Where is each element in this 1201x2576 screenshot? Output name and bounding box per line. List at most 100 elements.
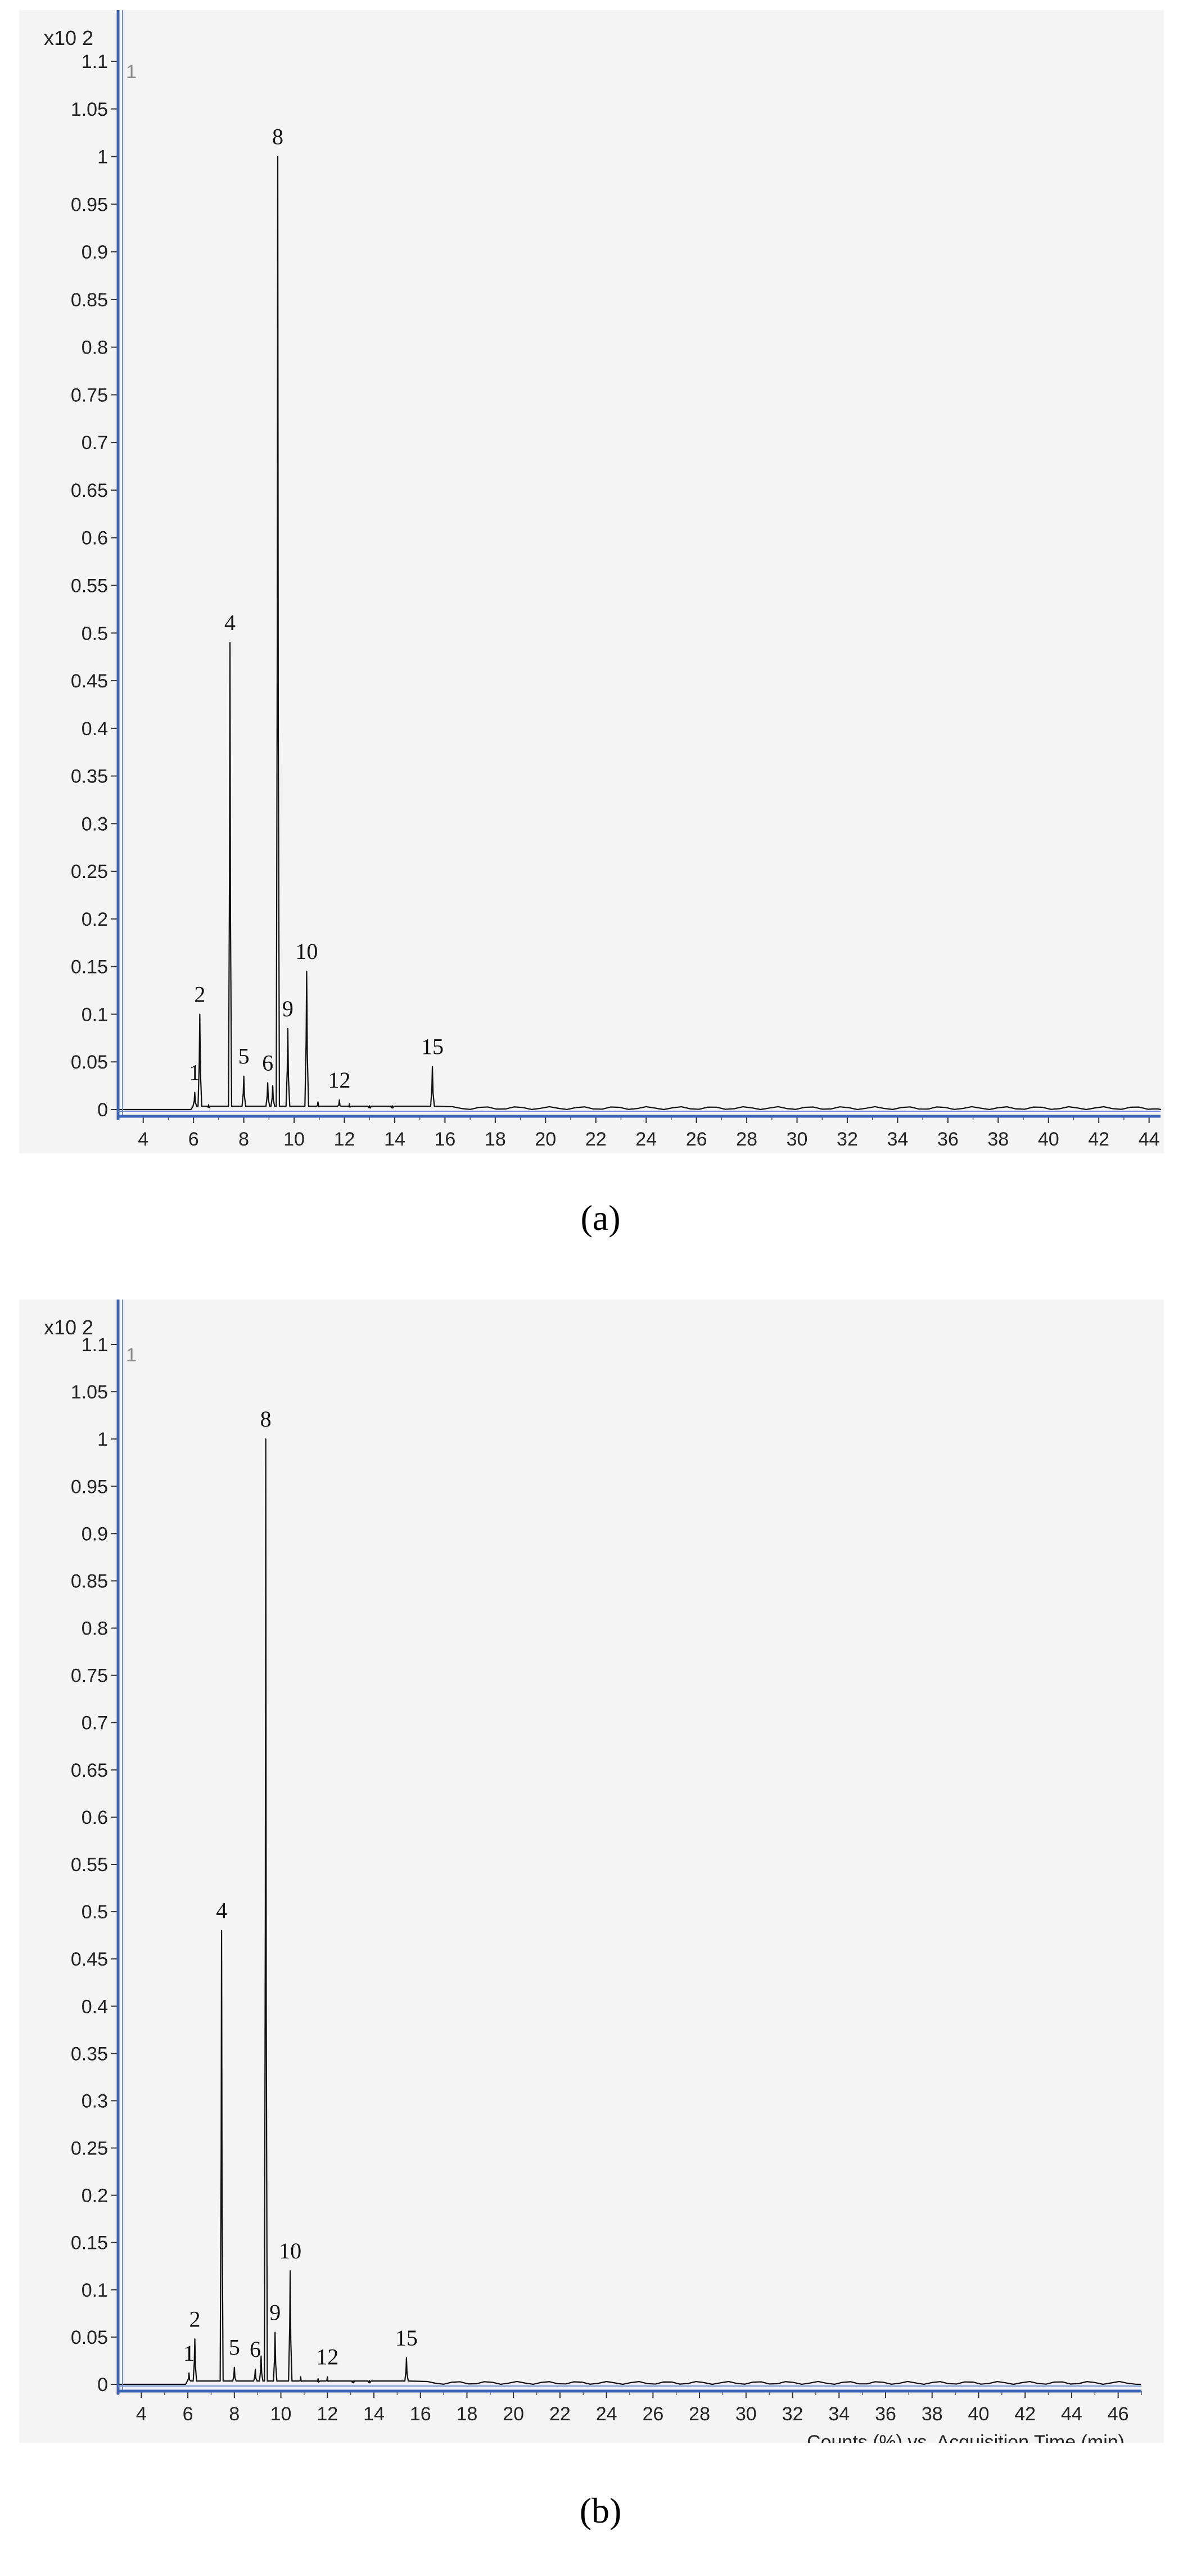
x-tick-label: 42 [1014,2403,1036,2425]
peak-label-8: 8 [260,1406,272,1432]
x-tick-label: 26 [642,2403,663,2425]
x-tick-label: 12 [317,2403,338,2425]
chromatogram-panel-b: 0 0.05 0.1 0.15 0.2 0.25 0.3 0.35 0.4 0.45 0.5 0.55… [19,1300,1164,2443]
x-tick-label: 38 [922,2403,943,2425]
peak-label-5: 5 [229,2335,240,2360]
y-tick-label: 0.05 [71,1052,108,1073]
y-tick-label: 0.55 [71,1854,108,1876]
y-tick-label: 0.15 [71,2233,108,2254]
peak-label-15: 15 [421,1034,444,1060]
peak-label-15: 15 [395,2325,418,2351]
y-tick-label: 0.05 [71,2327,108,2348]
y-tick-label: 0.6 [82,1807,108,1828]
peak-label-4: 4 [224,610,236,635]
x-tick-label: 20 [503,2403,524,2425]
y-tick-label: 0.85 [71,289,108,311]
x-tick-label: 40 [1038,1129,1059,1150]
peak-label-12: 12 [316,2344,338,2370]
chromatogram-a: 0 0.05 0.1 0.15 0.2 0.25 0.3 0.35 0.4 0.45 0.5 0.55… [44,10,1162,1150]
y-tick-label: 0.75 [71,1665,108,1687]
peak-label-9: 9 [282,996,294,1021]
x-tick-label: 36 [937,1129,959,1150]
x-tick-label: 22 [585,1129,607,1150]
x-tick-label: 14 [363,2403,385,2425]
y-tick-label: 0.35 [71,766,108,787]
x-tick-label: 34 [828,2403,850,2425]
y-tick-label: 0 [97,2374,108,2396]
y-tick-label: 1 [97,1429,108,1450]
x-tick-label: 44 [1061,2403,1082,2425]
caption-a: (a) [580,1198,621,1238]
peak-label-2: 2 [189,2306,201,2331]
x-tick-label: 6 [188,1129,199,1150]
x-tick-label: 34 [887,1129,908,1150]
x-tick-label: 10 [270,2403,292,2425]
x-tick-label: 24 [635,1129,657,1150]
x-tick-label: 20 [535,1129,556,1150]
y-tick-label: 0.95 [71,1476,108,1497]
y-tick-label: 0 [97,1099,108,1121]
y-tick-label: 0.95 [71,194,108,215]
y-tick-label: 0.2 [82,909,108,930]
chromatogram-panel-a: 0 0.05 0.1 0.15 0.2 0.25 0.3 0.35 0.4 0.45 0.5 0.55… [19,10,1164,1153]
x-tick-label: 30 [735,2403,757,2425]
y-tick-label: 0.25 [71,861,108,882]
y-tick-label: 0.2 [82,2185,108,2207]
y-tick-label: 0.3 [82,2090,108,2112]
chromatogram-trace [119,156,1162,1111]
x-tick-label: 4 [136,2403,147,2425]
y-tick-label: 0.15 [71,957,108,978]
y-tick-label: 0.9 [82,242,108,263]
y-tick-label: 1.05 [71,99,108,120]
y-tick-label: 1.05 [71,1382,108,1403]
y-tick-label: 0.1 [82,1004,108,1025]
y-tick-label: 0.4 [82,718,108,740]
chromatogram-trace [119,1438,1141,2385]
x-tick-label: 10 [283,1129,305,1150]
x-tick-label: 36 [875,2403,896,2425]
x-tick-label: 8 [238,1129,249,1150]
x-tick-label: 32 [782,2403,803,2425]
y-tick-label: 0.3 [82,813,108,835]
x-tick-label: 28 [736,1129,757,1150]
y-tick-label: 0.1 [82,2280,108,2301]
y-tick-label: 0.85 [71,1570,108,1592]
peak-label-6: 6 [250,2337,261,2362]
y-tick-label: 0.6 [82,528,108,549]
x-tick-label: 24 [596,2403,617,2425]
peak-label-12: 12 [328,1067,351,1093]
trace-id: 1 [126,1344,137,1366]
peak-label-6: 6 [262,1051,273,1076]
y-tick-label: 1.1 [82,51,108,73]
y-tick-label: 0.4 [82,1996,108,2017]
x-tick-label: 42 [1088,1129,1109,1150]
x-tick-label: 32 [837,1129,858,1150]
x-tick-label: 38 [987,1129,1009,1150]
trace-id: 1 [126,61,137,83]
x-tick-label: 22 [549,2403,571,2425]
peak-label-1: 1 [183,2340,195,2366]
x-tick-label: 28 [689,2403,710,2425]
y-tick-label: 0.5 [82,623,108,644]
x-tick-label: 44 [1139,1129,1160,1150]
x-tick-label: 26 [686,1129,707,1150]
caption-b: (b) [579,2491,622,2530]
chromatogram-b: 0 0.05 0.1 0.15 0.2 0.25 0.3 0.35 0.4 0.45 0.5 0.55… [44,1300,1142,2443]
peak-label-5: 5 [238,1044,250,1069]
x-tick-label: 4 [138,1129,148,1150]
x-tick-label: 6 [183,2403,193,2425]
x-tick-label: 14 [384,1129,405,1150]
y-tick-label: 0.75 [71,384,108,406]
y-tick-label: 1 [97,147,108,168]
x-tick-label: 18 [457,2403,478,2425]
peak-label-9: 9 [269,2300,281,2325]
y-tick-label: 0.8 [82,337,108,359]
y-tick-label: 0.45 [71,1949,108,1970]
x-tick-label: 18 [485,1129,506,1150]
y-tick-label: 0.5 [82,1902,108,1923]
y-tick-label: 1.1 [82,1334,108,1356]
x-tick-label: 16 [410,2403,431,2425]
peak-label-1: 1 [189,1060,200,1085]
peak-label-2: 2 [194,981,205,1007]
y-multiplier: x10 2 [44,1316,93,1339]
